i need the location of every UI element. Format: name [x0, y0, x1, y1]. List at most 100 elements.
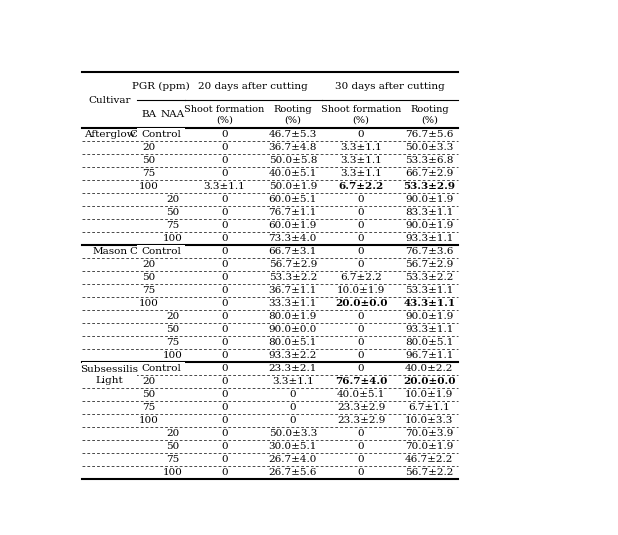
- Text: Control: Control: [129, 247, 169, 256]
- Text: Shoot formation
(%): Shoot formation (%): [321, 105, 401, 124]
- Text: 3.3±1.1: 3.3±1.1: [340, 170, 382, 178]
- Text: 23.3±2.9: 23.3±2.9: [337, 403, 385, 412]
- Text: 100: 100: [139, 299, 159, 308]
- Text: 0: 0: [289, 416, 296, 425]
- Text: 100: 100: [139, 416, 159, 425]
- Text: 0: 0: [358, 338, 365, 347]
- Text: Control: Control: [129, 131, 169, 140]
- Text: 0: 0: [358, 195, 365, 204]
- Text: 0: 0: [289, 403, 296, 412]
- Text: 0: 0: [358, 468, 365, 477]
- Text: 0: 0: [221, 170, 228, 178]
- Text: 93.3±1.1: 93.3±1.1: [405, 234, 454, 243]
- Text: 36.7±1.1: 36.7±1.1: [269, 286, 317, 295]
- FancyBboxPatch shape: [137, 362, 185, 375]
- Text: 20 days after cutting: 20 days after cutting: [198, 82, 308, 91]
- Text: 66.7±2.9: 66.7±2.9: [405, 170, 454, 178]
- Text: 0: 0: [358, 325, 365, 334]
- Text: 0: 0: [358, 442, 365, 451]
- Text: 96.7±1.1: 96.7±1.1: [405, 351, 454, 360]
- Text: 56.7±2.9: 56.7±2.9: [269, 260, 317, 269]
- Text: 0: 0: [358, 429, 365, 438]
- Text: 53.3±6.8: 53.3±6.8: [405, 156, 454, 165]
- Text: 3.3±1.1: 3.3±1.1: [204, 182, 245, 192]
- Text: 20: 20: [166, 429, 180, 438]
- Text: 93.3±2.2: 93.3±2.2: [269, 351, 317, 360]
- Text: 50: 50: [143, 273, 156, 282]
- Text: 23.3±2.1: 23.3±2.1: [269, 364, 317, 373]
- Text: 0: 0: [221, 429, 228, 438]
- Text: 50.0±3.3: 50.0±3.3: [405, 143, 454, 152]
- Text: 90.0±1.9: 90.0±1.9: [405, 221, 454, 230]
- Text: 20: 20: [166, 312, 180, 321]
- Text: 43.3±1.1: 43.3±1.1: [403, 299, 455, 308]
- Text: 0: 0: [358, 234, 365, 243]
- Text: 0: 0: [221, 195, 228, 204]
- Text: 33.3±1.1: 33.3±1.1: [269, 299, 317, 308]
- Text: 53.3±1.1: 53.3±1.1: [405, 286, 454, 295]
- Text: 0: 0: [221, 377, 228, 386]
- Text: 3.3±1.1: 3.3±1.1: [272, 377, 314, 386]
- Text: Cultivar: Cultivar: [88, 96, 131, 105]
- Text: 0: 0: [221, 273, 228, 282]
- Text: 53.3±2.9: 53.3±2.9: [404, 182, 455, 192]
- Text: 3.3±1.1: 3.3±1.1: [340, 156, 382, 165]
- Text: 6.7±1.1: 6.7±1.1: [408, 403, 450, 412]
- Text: 6.7±2.2: 6.7±2.2: [339, 182, 384, 192]
- Text: 0: 0: [221, 468, 228, 477]
- Text: 0: 0: [358, 351, 365, 360]
- Text: 60.0±5.1: 60.0±5.1: [269, 195, 317, 204]
- Text: Mason: Mason: [92, 247, 127, 256]
- Text: 30 days after cutting: 30 days after cutting: [335, 82, 444, 91]
- Text: 0: 0: [358, 260, 365, 269]
- Text: 50: 50: [143, 156, 156, 165]
- Text: 80.0±5.1: 80.0±5.1: [269, 338, 317, 347]
- Text: 0: 0: [358, 221, 365, 230]
- Text: 0: 0: [358, 312, 365, 321]
- Text: 0: 0: [221, 455, 228, 464]
- Text: 30.0±5.1: 30.0±5.1: [269, 442, 317, 451]
- Text: 46.7±2.2: 46.7±2.2: [405, 455, 454, 464]
- Text: 75: 75: [143, 170, 156, 178]
- Text: 75: 75: [166, 221, 180, 230]
- Text: 0: 0: [221, 156, 228, 165]
- Text: 20: 20: [166, 195, 180, 204]
- Text: Control: Control: [141, 364, 181, 373]
- Text: 0: 0: [221, 390, 228, 399]
- Text: 0: 0: [221, 143, 228, 152]
- Text: 20: 20: [143, 143, 156, 152]
- Text: Rooting
(%): Rooting (%): [410, 105, 449, 124]
- Text: 0: 0: [358, 208, 365, 217]
- Text: 90.0±0.0: 90.0±0.0: [269, 325, 317, 334]
- Text: 75: 75: [143, 403, 156, 412]
- Text: 66.7±3.1: 66.7±3.1: [269, 247, 317, 256]
- Text: 46.7±5.3: 46.7±5.3: [269, 131, 317, 140]
- FancyBboxPatch shape: [137, 245, 185, 258]
- Text: 70.0±1.9: 70.0±1.9: [405, 442, 454, 451]
- Text: 53.3±2.2: 53.3±2.2: [269, 273, 317, 282]
- Text: 56.7±2.9: 56.7±2.9: [405, 260, 454, 269]
- Text: 40.0±5.1: 40.0±5.1: [337, 390, 385, 399]
- Text: 60.0±1.9: 60.0±1.9: [269, 221, 317, 230]
- Text: 0: 0: [221, 131, 228, 140]
- Text: 76.7±5.6: 76.7±5.6: [405, 131, 454, 140]
- Text: 10.0±3.3: 10.0±3.3: [405, 416, 454, 425]
- Text: 0: 0: [221, 260, 228, 269]
- Text: 50.0±3.3: 50.0±3.3: [269, 429, 317, 438]
- Text: 76.7±3.6: 76.7±3.6: [405, 247, 454, 256]
- Text: Rooting
(%): Rooting (%): [274, 105, 312, 124]
- Text: 20: 20: [143, 377, 156, 386]
- Text: 93.3±1.1: 93.3±1.1: [405, 325, 454, 334]
- Text: 0: 0: [221, 325, 228, 334]
- Text: 0: 0: [221, 416, 228, 425]
- Text: 0: 0: [289, 390, 296, 399]
- Text: 20.0±0.0: 20.0±0.0: [403, 377, 455, 386]
- Text: 76.7±1.1: 76.7±1.1: [269, 208, 317, 217]
- Text: 26.7±5.6: 26.7±5.6: [269, 468, 317, 477]
- Text: 20: 20: [143, 260, 156, 269]
- Text: Shoot formation
(%): Shoot formation (%): [184, 105, 265, 124]
- Text: NAA: NAA: [161, 110, 185, 119]
- Text: 40.0±2.2: 40.0±2.2: [405, 364, 454, 373]
- Text: 50: 50: [143, 390, 156, 399]
- Text: 0: 0: [221, 312, 228, 321]
